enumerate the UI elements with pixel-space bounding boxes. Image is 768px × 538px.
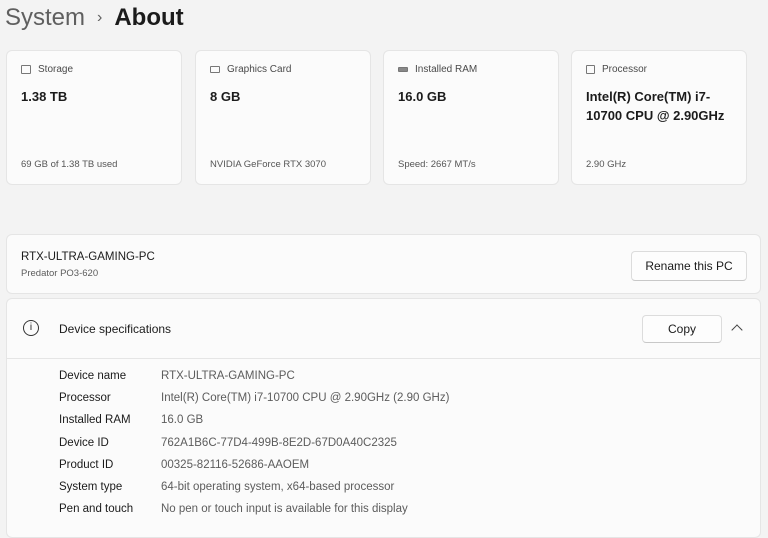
chevron-right-icon: › [97, 9, 103, 26]
card-sub: 69 GB of 1.38 TB used [21, 159, 118, 170]
card-label: Storage [38, 64, 74, 75]
spec-value[interactable]: 00325-82116-52686-AAOEM [161, 458, 310, 471]
card-value: 1.38 TB [21, 89, 68, 104]
card-value: 8 GB [210, 89, 241, 104]
spec-row: Installed RAM 16.0 GB [59, 414, 203, 426]
device-specifications-title: Device specifications [59, 322, 172, 336]
chevron-up-icon[interactable] [731, 324, 743, 336]
card-sub: Speed: 2667 MT/s [398, 159, 476, 170]
pc-model: Predator PO3-620 [21, 268, 99, 279]
card-label: Installed RAM [415, 64, 478, 75]
spec-label: Device ID [59, 436, 109, 449]
spec-label: Installed RAM [59, 414, 131, 427]
pc-name-panel: RTX-ULTRA-GAMING-PC Predator PO3-620 Ren… [6, 234, 761, 294]
spec-value[interactable]: RTX-ULTRA-GAMING-PC [161, 370, 295, 382]
card-value: 16.0 GB [398, 89, 447, 104]
spec-value[interactable]: 64-bit operating system, x64-based proce… [161, 481, 395, 493]
spec-value[interactable]: No pen or touch input is available for t… [161, 503, 408, 516]
spec-label: Device name [59, 370, 127, 382]
card-sub: 2.90 GHz [586, 159, 627, 170]
copy-button[interactable]: Copy [642, 315, 722, 343]
device-specifications-header[interactable]: i Device specifications Copy [7, 299, 760, 359]
spec-row: Device name RTX-ULTRA-GAMING-PC [59, 370, 295, 382]
spec-label: Processor [59, 392, 111, 405]
spec-row: System type 64-bit operating system, x64-… [59, 481, 394, 493]
spec-row: Processor Intel(R) Core(TM) i7-10700 CPU … [59, 392, 449, 404]
spec-row: Product ID 00325-82116-52686-AAOEM [59, 459, 309, 471]
spec-label: System type [59, 481, 123, 493]
info-icon: i [23, 320, 39, 336]
spec-label: Pen and touch [59, 503, 134, 516]
spec-value[interactable]: 762A1B6C-77D4-499B-8E2D-67D0A40C2325 [161, 436, 397, 449]
breadcrumb-system[interactable]: System [5, 4, 86, 31]
card-sub: NVIDIA GeForce RTX 3070 [210, 159, 326, 170]
spec-row: Device ID 762A1B6C-77D4-499B-8E2D-67D0A40… [59, 437, 397, 449]
spec-row: Pen and touch No pen or touch input is av… [59, 503, 408, 515]
storage-icon [21, 65, 31, 74]
breadcrumb: System › About [5, 2, 184, 37]
card-value: Intel(R) Core(TM) i7-10700 CPU @ 2.90GHz [586, 89, 725, 123]
spec-value[interactable]: Intel(R) Core(TM) i7-10700 CPU @ 2.90GHz… [161, 392, 450, 405]
card-label: Graphics Card [227, 64, 292, 75]
rename-pc-button[interactable]: Rename this PC [631, 251, 747, 281]
device-specifications-panel: i Device specifications Copy Device name… [6, 298, 761, 538]
processor-icon [586, 65, 595, 74]
spec-value[interactable]: 16.0 GB [161, 414, 204, 427]
pc-name: RTX-ULTRA-GAMING-PC [21, 251, 155, 263]
page-title: About [114, 4, 184, 31]
ram-card: Installed RAM 16.0 GB Speed: 2667 MT/s [383, 50, 559, 185]
spec-label: Product ID [59, 458, 114, 471]
graphics-card-card: Graphics Card 8 GB NVIDIA GeForce RTX 30… [195, 50, 371, 185]
graphics-card-icon [210, 66, 220, 73]
ram-icon [398, 67, 408, 72]
processor-card: Processor Intel(R) Core(TM) i7-10700 CPU… [571, 50, 747, 185]
storage-card: Storage 1.38 TB 69 GB of 1.38 TB used [6, 50, 182, 185]
card-label: Processor [602, 64, 648, 75]
